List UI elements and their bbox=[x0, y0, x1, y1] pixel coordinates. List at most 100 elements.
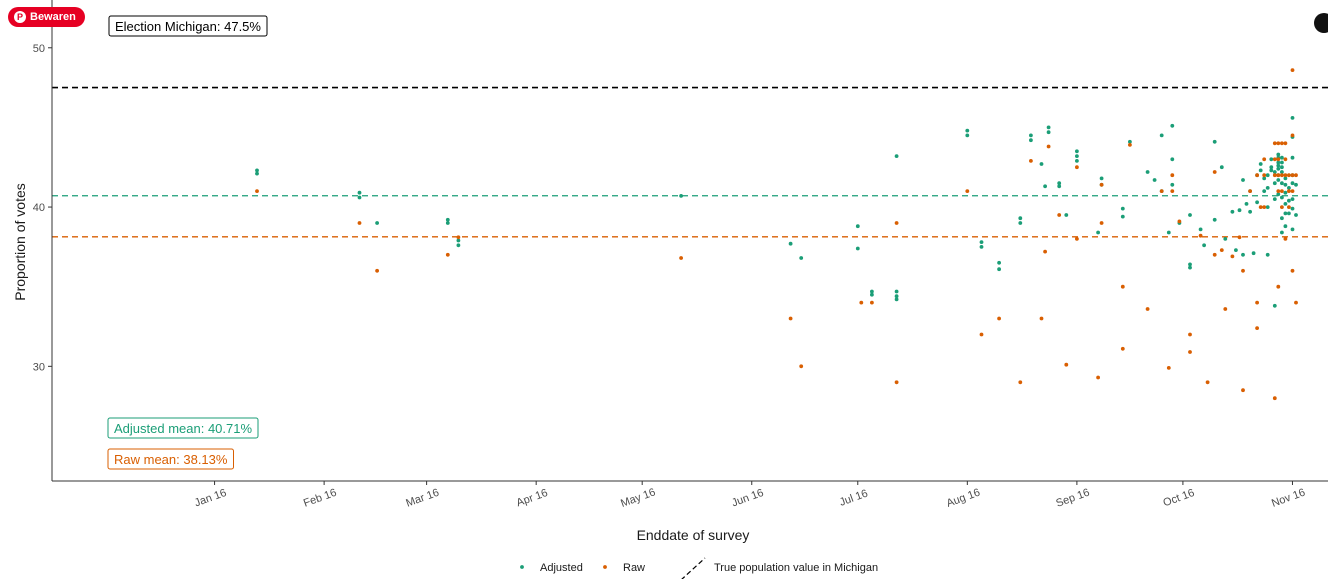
data-point-adjusted bbox=[1241, 178, 1245, 182]
data-point-adjusted bbox=[1248, 209, 1252, 214]
data-point-adjusted bbox=[1075, 159, 1079, 163]
legend-item-truth: True population value in Michigan bbox=[681, 557, 878, 579]
data-point-adjusted bbox=[894, 154, 899, 159]
legend-key-adjusted bbox=[520, 565, 524, 569]
data-point-adjusted bbox=[1280, 160, 1284, 165]
data-point-adjusted bbox=[965, 133, 970, 138]
data-point-raw bbox=[1170, 173, 1175, 178]
data-point-adjusted bbox=[1188, 262, 1192, 267]
data-point-adjusted bbox=[1283, 176, 1288, 181]
data-point-raw bbox=[1188, 350, 1192, 354]
y-axis-title: Proportion of votes bbox=[12, 183, 28, 301]
data-point-adjusted bbox=[1272, 170, 1277, 174]
data-point-adjusted bbox=[255, 171, 259, 176]
data-point-adjusted bbox=[1265, 186, 1270, 190]
data-point-adjusted bbox=[1280, 230, 1284, 235]
data-point-adjusted bbox=[456, 243, 461, 248]
adjusted-mean-label: Adjusted mean: 40.71% bbox=[107, 417, 259, 439]
data-point-adjusted bbox=[1251, 251, 1256, 256]
data-point-adjusted bbox=[1265, 252, 1270, 257]
data-point-adjusted bbox=[1276, 160, 1281, 165]
data-point-adjusted bbox=[1202, 243, 1206, 248]
data-point-adjusted bbox=[1099, 176, 1104, 181]
data-point-adjusted bbox=[255, 168, 259, 173]
data-point-adjusted bbox=[1237, 208, 1242, 213]
data-point-adjusted bbox=[1039, 162, 1044, 166]
x-tick-label: Sep 16 bbox=[1054, 487, 1091, 510]
data-point-adjusted bbox=[1265, 173, 1270, 178]
data-point-adjusted bbox=[1057, 184, 1062, 189]
data-point-raw bbox=[870, 300, 874, 305]
data-point-adjusted bbox=[1272, 303, 1277, 308]
legend-key-truth bbox=[681, 557, 706, 579]
data-point-adjusted bbox=[870, 292, 874, 297]
data-point-adjusted bbox=[1029, 138, 1033, 143]
y-tick-label: 30 bbox=[33, 361, 45, 373]
data-point-adjusted bbox=[997, 267, 1001, 272]
data-point-adjusted bbox=[1170, 123, 1175, 128]
data-point-raw bbox=[1043, 249, 1047, 254]
data-point-raw bbox=[1166, 366, 1171, 370]
raw-mean-label-box bbox=[107, 448, 234, 470]
election-label-box bbox=[108, 15, 268, 37]
data-point-adjusted bbox=[357, 190, 362, 195]
data-point-raw bbox=[1205, 380, 1210, 385]
data-point-adjusted bbox=[1159, 133, 1164, 138]
x-tick-label: Aug 16 bbox=[945, 487, 982, 510]
legend-label-adjusted: Adjusted bbox=[540, 562, 583, 574]
data-point-raw bbox=[1283, 157, 1288, 162]
data-point-adjusted bbox=[1018, 221, 1023, 225]
data-point-raw bbox=[979, 332, 984, 337]
data-point-adjusted bbox=[1219, 165, 1224, 170]
data-point-adjusted bbox=[1198, 227, 1203, 232]
data-point-raw bbox=[1120, 284, 1125, 289]
data-point-raw bbox=[1018, 380, 1023, 385]
data-point-raw bbox=[894, 221, 899, 225]
data-point-raw bbox=[1219, 248, 1224, 253]
data-point-raw bbox=[1188, 332, 1192, 337]
data-point-adjusted bbox=[1152, 178, 1157, 182]
x-tick-label: Jan 16 bbox=[193, 487, 228, 510]
data-point-adjusted bbox=[855, 224, 860, 229]
data-point-raw bbox=[965, 189, 970, 194]
data-point-raw bbox=[1283, 237, 1288, 241]
x-axis-ticks: Jan 16 Feb 16 Mar 16 Apr 16 May 16 Jun 16 Jul … bbox=[193, 481, 1307, 510]
annotations: Election Michigan: 47.5% Adjusted mean: 4… bbox=[107, 15, 268, 470]
data-point-adjusted bbox=[1276, 163, 1281, 168]
data-point-adjusted bbox=[1280, 181, 1284, 186]
data-point-raw bbox=[799, 364, 804, 369]
data-point-adjusted bbox=[894, 297, 899, 302]
data-point-adjusted bbox=[1166, 230, 1171, 235]
data-point-adjusted bbox=[1272, 181, 1277, 186]
data-point-adjusted bbox=[1170, 182, 1175, 187]
data-point-adjusted bbox=[1188, 265, 1192, 270]
data-point-raw bbox=[255, 189, 259, 194]
data-point-adjusted bbox=[1234, 248, 1238, 253]
data-point-adjusted bbox=[1057, 181, 1062, 186]
data-point-adjusted bbox=[1255, 200, 1259, 205]
share-icon[interactable] bbox=[1314, 13, 1328, 33]
data-point-raw bbox=[1280, 173, 1284, 178]
data-point-raw bbox=[1248, 189, 1252, 194]
data-point-raw bbox=[1276, 157, 1281, 162]
data-point-adjusted bbox=[1075, 154, 1079, 159]
data-point-raw bbox=[1258, 205, 1263, 210]
data-point-raw bbox=[1223, 307, 1228, 311]
data-point-adjusted bbox=[1290, 155, 1295, 160]
legend-key-raw bbox=[603, 565, 607, 569]
data-point-adjusted bbox=[375, 221, 379, 225]
data-points bbox=[255, 68, 1298, 401]
data-point-adjusted bbox=[1283, 224, 1288, 229]
data-point-adjusted bbox=[1128, 139, 1132, 144]
data-point-raw bbox=[1075, 237, 1079, 241]
legend-item-raw: Raw bbox=[603, 562, 645, 574]
data-point-raw bbox=[1276, 141, 1281, 146]
data-point-raw bbox=[1262, 205, 1267, 210]
data-point-adjusted bbox=[357, 195, 362, 200]
data-point-raw bbox=[997, 316, 1001, 321]
save-button[interactable]: P Bewaren bbox=[8, 7, 85, 27]
data-point-raw bbox=[1039, 316, 1044, 321]
data-point-adjusted bbox=[1283, 190, 1288, 195]
data-point-adjusted bbox=[1269, 165, 1274, 170]
data-point-raw bbox=[1177, 219, 1182, 224]
